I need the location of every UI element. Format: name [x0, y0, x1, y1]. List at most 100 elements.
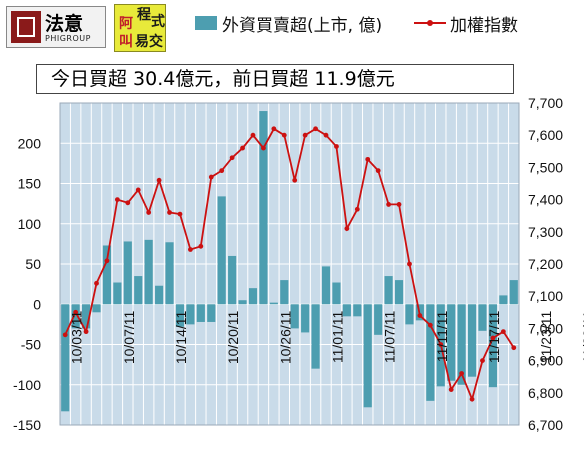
logo2-char-5: 叫	[119, 34, 133, 50]
chart-title: 今日買超 30.4億元，前日買超 11.9億元	[36, 64, 514, 94]
right-tick-label: 7,700	[528, 95, 563, 111]
index-point-11	[177, 211, 183, 217]
right-tick-label: 7,000	[528, 320, 563, 336]
index-point-24	[313, 126, 318, 132]
bar-42	[499, 295, 508, 305]
bar-28	[353, 304, 362, 317]
logo2-char-6: 阿	[119, 16, 133, 32]
legend-line-marker	[427, 20, 433, 26]
bar-4	[102, 245, 112, 305]
bar-2	[82, 304, 91, 329]
index-point-36	[438, 342, 444, 347]
bar-9	[155, 285, 164, 305]
bar-37	[447, 304, 456, 381]
right-tick-label: 7,600	[528, 127, 563, 143]
index-point-27	[344, 226, 350, 231]
index-point-3	[94, 280, 99, 286]
left-tick-label: 0	[33, 296, 41, 312]
index-point-31	[386, 202, 392, 207]
bar-15	[217, 196, 226, 305]
bar-5	[113, 282, 122, 305]
index-point-10	[167, 210, 172, 215]
x-tick-label: 11/11/11	[434, 310, 450, 362]
bar-29	[363, 304, 372, 408]
legend-bar-label: 外資買賣超(上市, 億)	[222, 16, 383, 36]
bar-12	[186, 304, 195, 325]
plot-border	[59, 102, 520, 426]
index-point-2	[83, 329, 89, 335]
index-point-32	[396, 202, 402, 207]
phigroup-logo-icon	[11, 11, 41, 43]
index-line	[64, 127, 515, 403]
index-point-7	[135, 187, 141, 193]
logo-cn-text: 法意	[45, 13, 84, 35]
bar-43	[509, 280, 518, 305]
index-point-4	[104, 258, 110, 264]
bar-32	[394, 280, 404, 305]
index-point-22	[292, 177, 298, 183]
right-tick-label: 7,300	[528, 224, 563, 240]
bar-38	[457, 304, 466, 385]
bar-22	[290, 304, 299, 329]
index-point-9	[156, 177, 162, 183]
bar-13	[196, 304, 205, 322]
right-tick-label: 6,700	[528, 417, 563, 433]
index-point-29	[365, 156, 371, 162]
x-tick-label: 11/17/11	[486, 310, 502, 363]
x-tick-label: 10/03/11	[69, 310, 85, 364]
x-tick-label: 10/26/11	[277, 310, 293, 364]
index-point-17	[240, 145, 245, 151]
right-tick-label: 7,100	[528, 288, 563, 304]
index-point-40	[480, 358, 485, 363]
bar-20	[269, 302, 278, 305]
left-tick-label: -100	[13, 377, 41, 393]
legend-bar-swatch	[195, 16, 217, 30]
logo2-char-3: 交	[149, 34, 163, 50]
bar-19	[259, 111, 268, 305]
index-point-33	[407, 261, 412, 267]
x-tick-label: 10/14/11	[173, 310, 189, 364]
logo2-char-4: 易	[135, 34, 149, 50]
bar-41	[488, 304, 497, 388]
bar-16	[228, 255, 237, 305]
x-tick-label: 10/20/11	[225, 310, 241, 364]
index-point-21	[281, 132, 287, 138]
logo2-char-1: 程	[137, 7, 151, 23]
left-tick-label: 150	[18, 176, 42, 192]
bar-33	[405, 304, 414, 325]
index-point-25	[323, 132, 329, 138]
legend-line-label: 加權指數	[450, 16, 518, 36]
bar-8	[144, 239, 153, 305]
bar-14	[207, 304, 216, 322]
bar-40	[478, 304, 487, 331]
index-point-35	[427, 322, 433, 328]
index-point-26	[334, 144, 339, 149]
bar-30	[374, 304, 383, 335]
bar-10	[165, 242, 174, 305]
index-point-5	[114, 197, 120, 203]
right-tick-label: 6,800	[528, 385, 563, 401]
x-tick-label: 11/07/11	[382, 310, 398, 363]
right-tick-label: 7,400	[528, 192, 563, 208]
index-point-18	[250, 132, 256, 138]
left-tick-label: 50	[25, 256, 41, 272]
index-point-16	[229, 155, 235, 161]
bar-39	[467, 304, 477, 377]
bar-0	[61, 304, 70, 412]
index-point-8	[146, 210, 152, 215]
x-tick-label: 11/01/11	[329, 310, 345, 363]
bar-6	[123, 241, 132, 305]
index-point-14	[208, 174, 214, 180]
right-tick-label: 7,500	[528, 159, 563, 175]
index-point-12	[187, 247, 193, 252]
index-point-39	[469, 396, 475, 402]
bar-21	[280, 280, 289, 305]
x-tick-label: 11/23/11	[538, 310, 554, 363]
bar-25	[321, 266, 331, 305]
index-point-0	[62, 332, 68, 338]
bar-3	[92, 304, 101, 313]
index-point-43	[511, 345, 517, 351]
logo2-char-2: 式	[151, 14, 165, 30]
